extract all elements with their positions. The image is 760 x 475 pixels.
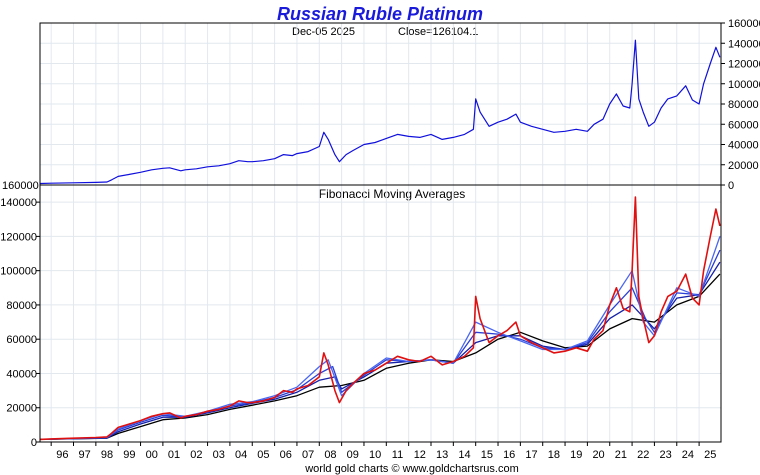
footer-credit: world gold charts © www.goldchartsrus.co… xyxy=(304,463,519,475)
x-tick-label: 03 xyxy=(213,449,225,461)
x-tick-label: 97 xyxy=(79,449,91,461)
lower-gridlines xyxy=(40,185,721,443)
x-tick-label: 09 xyxy=(347,449,359,461)
upper-price-line xyxy=(39,39,721,185)
x-tick-label: 19 xyxy=(570,449,582,461)
upper-left-label: 160000 xyxy=(2,180,39,192)
upper-y-tick-label: 120000 xyxy=(728,59,760,71)
x-tick-label: 15 xyxy=(481,449,493,461)
upper-price-series xyxy=(39,39,721,185)
x-tick-label: 24 xyxy=(682,449,694,461)
upper-y-tick-label: 0 xyxy=(728,180,734,192)
x-tick-label: 22 xyxy=(637,449,649,461)
x-tick-label: 99 xyxy=(123,449,135,461)
x-tick-label: 11 xyxy=(392,449,403,461)
lower-y-tick-label: 100000 xyxy=(0,266,37,278)
x-tick-label: 25 xyxy=(704,449,716,461)
x-tick-label: 06 xyxy=(280,449,292,461)
lower-y-tick-label: 20000 xyxy=(6,403,37,415)
upper-y-tick-label: 100000 xyxy=(728,79,760,91)
info-close: Close=126104.1 xyxy=(398,26,478,38)
x-tick-label: 02 xyxy=(190,449,202,461)
x-tick-label: 23 xyxy=(659,449,671,461)
x-tick-label: 01 xyxy=(168,449,180,461)
x-tick-label: 21 xyxy=(615,449,627,461)
lower-panel-title: Fibonacci Moving Averages xyxy=(319,187,466,201)
chart-title: Russian Ruble Platinum xyxy=(277,4,483,24)
upper-y-tick-label: 20000 xyxy=(728,160,759,172)
x-tick-label: 96 xyxy=(56,449,68,461)
upper-y-tick-label: 140000 xyxy=(728,38,760,50)
info-date: Dec-05 2025 xyxy=(292,26,355,38)
lower-y-axis: 0 20000 40000 60000 80000 100000 120000 140000 xyxy=(0,197,40,449)
lower-y-tick-label: 140000 xyxy=(0,197,37,209)
x-tick-label: 18 xyxy=(548,449,560,461)
upper-y-axis: 0 20000 40000 60000 80000 100000 120000 140000 1… xyxy=(721,18,760,192)
x-tick-label: 07 xyxy=(302,449,314,461)
x-tick-label: 08 xyxy=(324,449,336,461)
x-tick-label: 16 xyxy=(503,449,515,461)
fma-series-line-5 xyxy=(39,196,721,441)
x-tick-label: 00 xyxy=(146,449,158,461)
x-tick-label: 13 xyxy=(436,449,448,461)
x-tick-label: 05 xyxy=(257,449,269,461)
x-tick-label: 12 xyxy=(414,449,426,461)
x-tick-label: 20 xyxy=(592,449,604,461)
upper-y-tick-label: 60000 xyxy=(728,119,759,131)
x-tick-label: 10 xyxy=(369,449,381,461)
x-tick-label: 98 xyxy=(101,449,113,461)
lower-y-tick-label: 40000 xyxy=(6,368,37,380)
lower-y-tick-label: 0 xyxy=(31,437,37,449)
lower-y-tick-label: 60000 xyxy=(6,334,37,346)
x-tick-label: 14 xyxy=(458,449,470,461)
lower-y-tick-label: 80000 xyxy=(6,300,37,312)
upper-y-tick-label: 80000 xyxy=(728,99,759,111)
upper-y-tick-label: 160000 xyxy=(728,18,760,30)
lower-panel-frame xyxy=(39,184,722,443)
x-tick-label: 17 xyxy=(525,449,537,461)
lower-y-tick-label: 120000 xyxy=(0,231,37,243)
x-tick-label: 04 xyxy=(235,449,247,461)
lower-fma-series xyxy=(39,196,721,441)
upper-y-tick-label: 40000 xyxy=(728,140,759,152)
x-axis: 96 97 98 99 00 01 02 03 04 05 06 07 08 09 10 11 12 13 14 15… xyxy=(50,442,716,461)
